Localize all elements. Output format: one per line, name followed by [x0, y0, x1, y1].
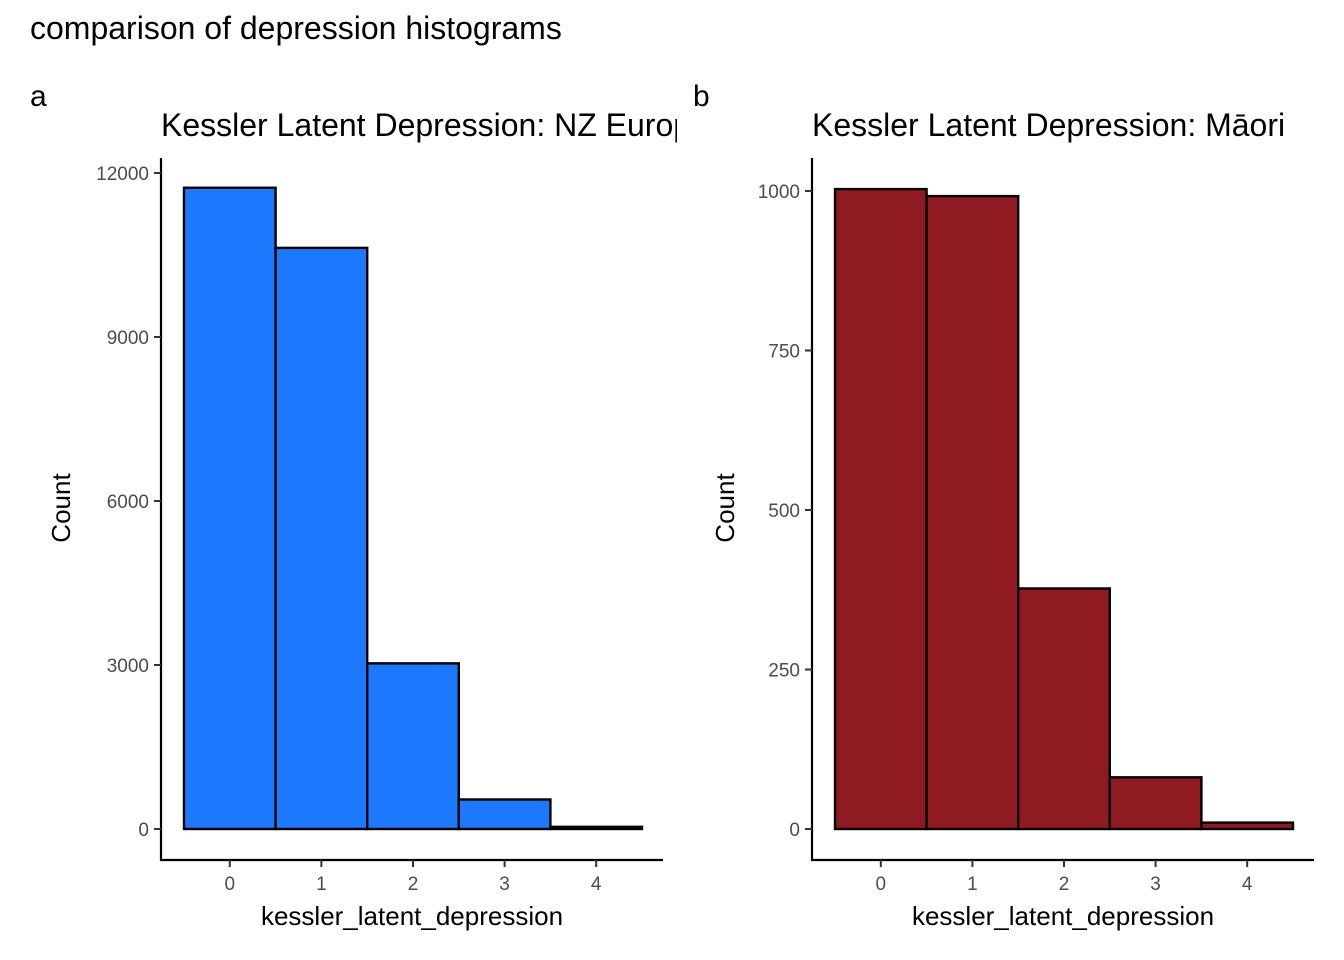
histogram-bar [925, 194, 1020, 831]
y-tick-label: 1000 [758, 182, 800, 203]
y-tick-label: 750 [768, 342, 800, 363]
x-tick-label: 1 [316, 874, 327, 895]
y-tick-label: 0 [789, 820, 800, 841]
figure-title: comparison of depression histograms [30, 10, 562, 46]
x-tick-label: 3 [499, 874, 510, 895]
x-tick-label: 1 [967, 874, 978, 895]
panel-b-title: Kessler Latent Depression: Māori [812, 107, 1285, 143]
panel-a-bars [182, 186, 644, 831]
x-tick-label: 3 [1150, 874, 1161, 895]
panel-b-bars [833, 187, 1295, 831]
y-tick-label: 12000 [96, 164, 149, 185]
panel-a-tag: a [30, 80, 47, 113]
x-tick-label: 4 [591, 874, 602, 895]
x-tick-label: 0 [225, 874, 236, 895]
x-tick-label: 4 [1242, 874, 1253, 895]
x-tick-label: 2 [408, 874, 419, 895]
panel-a-title: Kessler Latent Depression: NZ European [161, 107, 744, 143]
panel-a-y-ticks: 0 3000 6000 9000 12000 [96, 164, 161, 841]
panel-a-y-axis-title: Count [46, 473, 76, 543]
y-tick-label: 3000 [107, 656, 149, 677]
panel-b: b Kessler Latent Depression: Māori 0 250 5… [693, 80, 1314, 931]
y-tick-label: 500 [768, 501, 800, 522]
panel-b-x-axis-title: kessler_latent_depression [912, 901, 1214, 931]
histogram-bar [1108, 776, 1203, 831]
panel-a: a Kessler Latent Depression: NZ European… [30, 80, 744, 931]
panel-b-tag: b [693, 80, 710, 113]
histogram-bar [1017, 587, 1112, 831]
panel-a-x-ticks: 0 1 2 3 4 [225, 860, 602, 895]
panel-b-y-axis-title: Count [710, 473, 740, 543]
histogram-bar [366, 662, 461, 831]
y-tick-label: 6000 [107, 492, 149, 513]
histogram-bar [457, 798, 552, 831]
histogram-bar [274, 246, 369, 831]
histogram-bar [182, 186, 277, 831]
histogram-bar [549, 825, 644, 831]
panel-b-x-ticks: 0 1 2 3 4 [876, 860, 1253, 895]
y-tick-label: 0 [138, 820, 149, 841]
y-tick-label: 9000 [107, 328, 149, 349]
y-tick-label: 250 [768, 661, 800, 682]
histogram-bar [1200, 821, 1295, 831]
panel-b-y-ticks: 0 250 500 750 1000 [758, 182, 812, 841]
x-tick-label: 2 [1059, 874, 1070, 895]
x-tick-label: 0 [876, 874, 887, 895]
panel-a-x-axis-title: kessler_latent_depression [261, 901, 563, 931]
histogram-bar [833, 187, 928, 831]
